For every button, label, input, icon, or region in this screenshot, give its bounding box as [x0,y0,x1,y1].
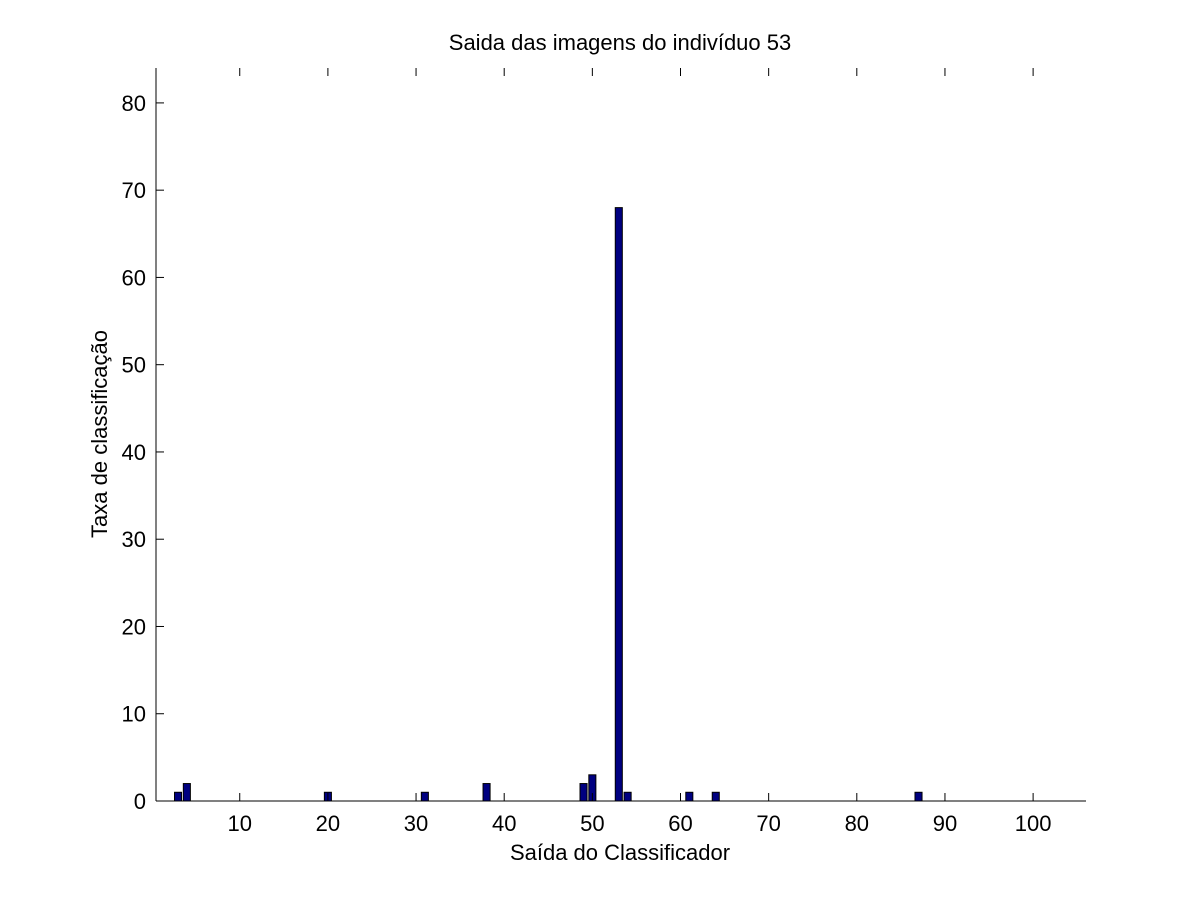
x-tick-label-90: 90 [933,811,957,836]
bar-38 [482,783,491,802]
y-tick-label-60: 60 [122,265,146,290]
y-tick-label-30: 30 [122,527,146,552]
x-tick-label-20: 20 [316,811,340,836]
bar-4 [182,783,191,802]
bar-49 [579,783,588,802]
y-tick-label-40: 40 [122,440,146,465]
y-tick-label-50: 50 [122,353,146,378]
x-axis-label: Saída do Classificador [510,840,730,865]
x-tick-label-100: 100 [1015,811,1052,836]
y-tick-label-0: 0 [134,789,146,814]
x-tick-label-10: 10 [228,811,252,836]
bar-87 [914,791,923,802]
y-axis-label: Taxa de classificação [87,330,112,538]
bar-53 [614,207,623,802]
x-tick-label-80: 80 [845,811,869,836]
x-tick-label-30: 30 [404,811,428,836]
x-tick-label-50: 50 [580,811,604,836]
x-tick-label-40: 40 [492,811,516,836]
bar-61 [685,791,694,802]
y-tick-label-10: 10 [122,702,146,727]
bar-31 [420,791,429,802]
x-tick-label-60: 60 [668,811,692,836]
bar-64 [711,791,720,802]
ticks-layer: 10 20 30 40 50 60 70 80 90 100 0 10 20 30 40 50 60 70 80 [122,68,1052,836]
x-tick-label-70: 70 [756,811,780,836]
chart-title: Saida das imagens do indivíduo 53 [449,30,791,55]
y-tick-label-80: 80 [122,91,146,116]
y-tick-label-70: 70 [122,178,146,203]
y-tick-label-20: 20 [122,614,146,639]
bar-54 [623,791,632,802]
bar-3 [174,791,183,802]
